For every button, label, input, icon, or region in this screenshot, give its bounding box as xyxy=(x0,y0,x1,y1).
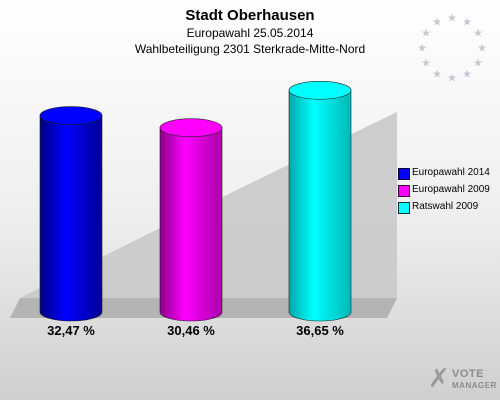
vote-manager-logo: ✗ VOTE MANAGER xyxy=(428,360,500,398)
logo-text-vote: VOTE xyxy=(452,368,484,380)
star-icon: ★ xyxy=(447,12,457,25)
bar-value-label: 32,47 % xyxy=(47,323,95,338)
bar-body xyxy=(39,115,103,322)
star-icon: ★ xyxy=(447,72,457,85)
bar-1: 32,47 % xyxy=(39,106,103,338)
bar-top xyxy=(39,106,103,125)
bar-top xyxy=(159,118,223,138)
vote-check-icon: ✗ xyxy=(428,363,450,393)
legend-swatch xyxy=(398,168,410,180)
chart-header: Stadt Oberhausen Europawahl 25.05.2014 W… xyxy=(0,6,500,57)
bar-value-label: 30,46 % xyxy=(167,323,215,338)
star-icon: ★ xyxy=(421,57,431,70)
legend-label: Europawahl 2009 xyxy=(412,184,490,195)
bar-value-label: 36,65 % xyxy=(296,323,344,338)
eu-stars-icon: ★ ★★★★★★★★★★★ xyxy=(417,12,487,85)
chart-subtitle: Europawahl 25.05.2014 xyxy=(186,26,314,40)
star-icon: ★ xyxy=(417,42,427,55)
star-icon: ★ xyxy=(477,42,487,55)
star-icon: ★ xyxy=(432,16,442,29)
legend-label: Europawahl 2014 xyxy=(412,167,490,178)
logo-text-manager: MANAGER xyxy=(452,381,497,390)
bar-2: 30,46 % xyxy=(159,118,223,338)
star-icon: ★ xyxy=(473,57,483,70)
legend-label: Ratswahl 2009 xyxy=(412,201,479,212)
star-icon: ★ xyxy=(421,27,431,40)
legend-swatch xyxy=(398,185,410,197)
bar-body xyxy=(288,89,352,322)
bar-body xyxy=(159,127,223,322)
chart-subtitle-2: Wahlbeteiligung 2301 Sterkrade-Mitte-Nor… xyxy=(134,42,366,56)
star-icon: ★ xyxy=(462,16,472,29)
bar-3: 36,65 % xyxy=(288,80,352,338)
bar-top xyxy=(288,80,352,100)
chart-title: Stadt Oberhausen xyxy=(185,7,315,24)
star-icon: ★ xyxy=(473,27,483,40)
legend-swatch xyxy=(398,202,410,214)
star-icon: ★ xyxy=(432,68,442,81)
star-icon: ★ xyxy=(462,68,472,81)
